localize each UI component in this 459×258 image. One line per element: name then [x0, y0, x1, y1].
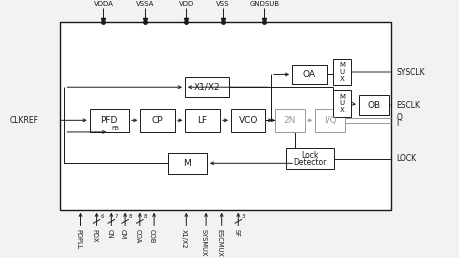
Text: COA: COA — [134, 229, 140, 244]
Text: I: I — [396, 119, 398, 128]
Bar — [230, 109, 265, 132]
Bar — [314, 109, 344, 132]
Text: U: U — [339, 100, 344, 107]
Text: ESCMUX: ESCMUX — [216, 229, 222, 257]
Text: PDPLL: PDPLL — [75, 229, 81, 249]
Text: VDD: VDD — [178, 1, 194, 6]
Text: I/Q: I/Q — [323, 116, 336, 125]
Text: 6: 6 — [100, 214, 104, 219]
Text: 2N: 2N — [283, 116, 296, 125]
Bar — [285, 148, 334, 169]
Text: M: M — [338, 62, 345, 68]
Text: ESCLK: ESCLK — [396, 101, 420, 110]
Text: PFD: PFD — [101, 116, 118, 125]
Text: GNDSUB: GNDSUB — [249, 1, 279, 6]
Bar — [185, 77, 228, 97]
Bar — [333, 90, 350, 117]
Text: X: X — [339, 107, 344, 113]
Text: Lock: Lock — [301, 151, 318, 160]
Text: LF: LF — [197, 116, 207, 125]
Text: X: X — [339, 76, 344, 82]
Text: CLKREF: CLKREF — [9, 116, 38, 125]
Bar — [168, 153, 207, 174]
Bar — [140, 109, 174, 132]
Bar — [90, 109, 129, 132]
Text: SYSCLK: SYSCLK — [396, 68, 424, 77]
Text: Q: Q — [396, 113, 402, 122]
Text: CN: CN — [106, 229, 112, 239]
Text: CM: CM — [120, 229, 126, 239]
Text: M: M — [338, 94, 345, 100]
Text: M: M — [183, 159, 191, 168]
Text: X1/X2: X1/X2 — [181, 229, 187, 249]
Text: VSS: VSS — [216, 1, 230, 6]
Bar — [333, 59, 350, 85]
Text: 3: 3 — [241, 214, 245, 219]
Text: U: U — [339, 69, 344, 75]
Text: COB: COB — [149, 229, 155, 244]
Bar — [274, 109, 304, 132]
Text: OA: OA — [302, 70, 315, 79]
Text: CP: CP — [151, 116, 163, 125]
Text: VDDA: VDDA — [93, 1, 113, 6]
Bar — [185, 109, 219, 132]
Bar — [358, 95, 388, 115]
Text: 8: 8 — [129, 214, 132, 219]
Text: FB: FB — [112, 126, 119, 131]
Text: 7: 7 — [115, 214, 118, 219]
Bar — [60, 22, 390, 210]
Text: Detector: Detector — [293, 158, 326, 167]
Text: PDX: PDX — [91, 229, 97, 243]
Text: SF: SF — [233, 229, 239, 237]
Text: 8: 8 — [143, 214, 147, 219]
Text: SYSMUX: SYSMUX — [201, 229, 207, 257]
Text: VSSA: VSSA — [135, 1, 154, 6]
Text: X1/X2: X1/X2 — [193, 83, 219, 92]
Text: LOCK: LOCK — [396, 154, 416, 163]
Text: VCO: VCO — [238, 116, 257, 125]
Bar — [291, 64, 326, 84]
Text: OB: OB — [366, 101, 380, 110]
